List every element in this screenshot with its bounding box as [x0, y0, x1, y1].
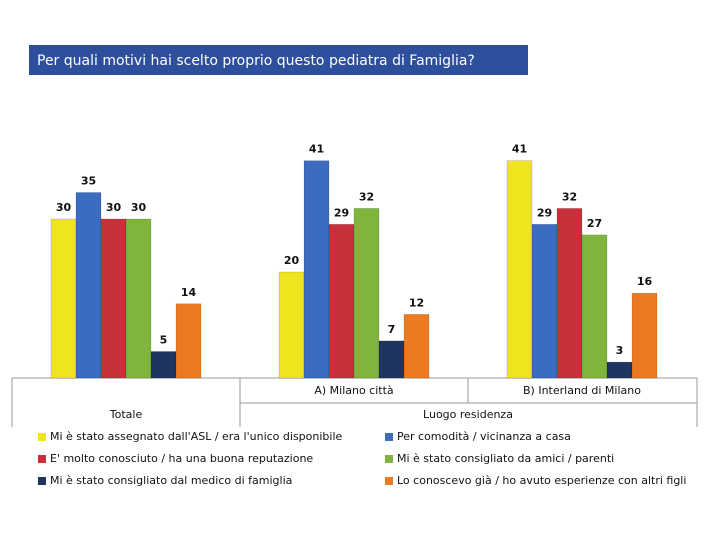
data-label: 5 [160, 334, 168, 347]
bar [75, 192, 102, 379]
legend-marker [38, 433, 46, 441]
header-label: Totale [109, 408, 143, 421]
data-label: 29 [537, 206, 552, 219]
data-label: 16 [637, 275, 653, 288]
legend-label: Lo conoscevo già / ho avuto esperienze c… [397, 474, 686, 487]
bar [50, 218, 77, 379]
bar [125, 218, 152, 379]
bar [606, 361, 633, 379]
data-label: 35 [81, 175, 96, 188]
bar [150, 351, 177, 379]
bar [556, 208, 583, 379]
legend-label: Per comodità / vicinanza a casa [397, 430, 571, 443]
data-label: 27 [587, 217, 602, 230]
legend-label: Mi è stato consigliato da amici / parent… [397, 452, 614, 465]
data-label: 7 [388, 323, 396, 336]
data-label: 30 [106, 201, 122, 214]
bar [303, 160, 330, 379]
x-tick-label: B) Interland di Milano [523, 384, 641, 397]
bar [278, 271, 305, 379]
legend-marker [385, 433, 393, 441]
data-label: 29 [334, 206, 349, 219]
data-label: 20 [284, 254, 300, 267]
data-label: 32 [562, 190, 577, 203]
bar [506, 160, 533, 379]
title-box [29, 45, 528, 75]
legend-label: E' molto conosciuto / ha una buona reput… [50, 452, 313, 465]
data-label: 32 [359, 190, 374, 203]
bar [353, 208, 380, 379]
legend-label: Mi è stato consigliato dal medico di fam… [50, 474, 292, 487]
legend-label: Mi è stato assegnato dall'ASL / era l'un… [50, 430, 343, 443]
bar [175, 303, 202, 379]
data-label: 41 [309, 143, 324, 156]
bar [531, 224, 558, 379]
bar [378, 340, 405, 379]
bar [403, 314, 430, 379]
x-tick-label: A) Milano città [314, 384, 393, 397]
bar [581, 234, 608, 379]
data-label: 30 [56, 201, 72, 214]
data-label: 12 [409, 296, 424, 309]
legend-marker [385, 455, 393, 463]
bar [631, 292, 658, 379]
data-label: 3 [616, 344, 624, 357]
bar [328, 224, 355, 379]
data-label: 14 [181, 286, 197, 299]
legend-marker [38, 455, 46, 463]
legend-marker [38, 477, 46, 485]
chart-title: Per quali motivi hai scelto proprio ques… [37, 53, 475, 69]
legend-marker [385, 477, 393, 485]
data-label: 30 [131, 201, 147, 214]
bar [100, 218, 127, 379]
data-label: 41 [512, 143, 527, 156]
header-label: Luogo residenza [423, 408, 513, 421]
